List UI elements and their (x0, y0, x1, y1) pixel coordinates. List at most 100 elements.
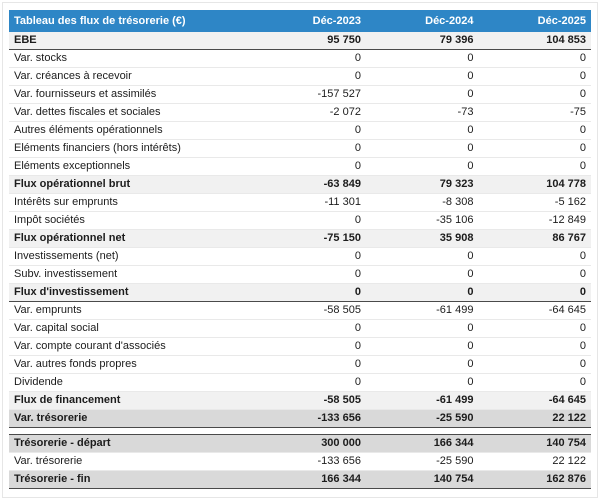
row-value: -58 505 (253, 391, 366, 410)
row-value: 0 (365, 121, 479, 140)
row-value: -35 106 (365, 211, 479, 230)
row-value: 0 (365, 247, 479, 266)
row-value: -58 505 (253, 301, 366, 320)
row-value: 0 (253, 121, 366, 140)
table-row: Intérêts sur emprunts -11 301 -8 308 -5 162 (9, 193, 591, 212)
row-value: 0 (478, 247, 591, 266)
row-value: -8 308 (365, 193, 479, 212)
row-value: 300 000 (253, 434, 366, 453)
row-label: Var. créances à recevoir (9, 67, 254, 86)
table-row: EBE 95 750 79 396 104 853 (9, 32, 591, 50)
row-value: 0 (478, 373, 591, 392)
row-value: 0 (478, 121, 591, 140)
table-row: Var. emprunts -58 505 -61 499 -64 645 (9, 301, 591, 320)
row-value: 0 (365, 67, 479, 86)
row-value: 0 (365, 355, 479, 374)
column-header-dec-2024: Déc-2024 (365, 10, 479, 32)
table-row: Subv. investissement 0 0 0 (9, 265, 591, 284)
row-value: 0 (253, 355, 366, 374)
row-value: 0 (365, 373, 479, 392)
row-label: Impôt sociétés (9, 211, 254, 230)
table-row: Var. trésorerie -133 656 -25 590 22 122 (9, 409, 591, 428)
row-value: 0 (478, 67, 591, 86)
row-label: Var. stocks (9, 49, 254, 68)
row-value: 140 754 (478, 434, 591, 453)
row-value: -5 162 (478, 193, 591, 212)
row-value: 0 (478, 49, 591, 68)
row-value: 0 (253, 373, 366, 392)
table-row: Investissements (net) 0 0 0 (9, 247, 591, 266)
row-value: 0 (253, 319, 366, 338)
row-value: 140 754 (365, 470, 479, 489)
row-value: -11 301 (253, 193, 366, 212)
row-value: 104 853 (478, 32, 591, 50)
row-label: Flux d'investissement (9, 283, 254, 302)
table-row: Var. dettes fiscales et sociales -2 072 -7… (9, 103, 591, 122)
row-label: Investissements (net) (9, 247, 254, 266)
row-label: Var. trésorerie (9, 409, 254, 428)
row-value: 0 (253, 265, 366, 284)
row-label: Intérêts sur emprunts (9, 193, 254, 212)
row-value: -133 656 (253, 452, 366, 471)
table-row: Flux de financement -58 505 -61 499 -64 645 (9, 391, 591, 410)
column-header-dec-2025: Déc-2025 (478, 10, 591, 32)
table-header-row: Tableau des flux de trésorerie (€) Déc-2… (9, 10, 591, 32)
row-value: 0 (478, 265, 591, 284)
row-value: -12 849 (478, 211, 591, 230)
table-row: Var. capital social 0 0 0 (9, 319, 591, 338)
row-value: -75 150 (253, 229, 366, 248)
table-row: Eléments financiers (hors intérêts) 0 0 0 (9, 139, 591, 158)
row-value: 0 (253, 139, 366, 158)
row-label: Flux opérationnel brut (9, 175, 254, 194)
row-value: -61 499 (365, 301, 479, 320)
row-label: Dividende (9, 373, 254, 392)
row-value: -157 527 (253, 85, 366, 104)
row-value: 0 (365, 337, 479, 356)
table-row: Var. compte courant d'associés 0 0 0 (9, 337, 591, 356)
spacer-cell (9, 427, 591, 435)
table-row: Dividende 0 0 0 (9, 373, 591, 392)
row-value: -2 072 (253, 103, 366, 122)
row-value: -133 656 (253, 409, 366, 428)
table-row: Var. créances à recevoir 0 0 0 (9, 67, 591, 86)
table-row: Var. autres fonds propres 0 0 0 (9, 355, 591, 374)
row-value: 0 (365, 283, 479, 302)
table-body: EBE 95 750 79 396 104 853 Var. stocks 0 0 0 Var.… (9, 32, 591, 489)
table-row: Trésorerie - départ 300 000 166 344 140 754 (9, 434, 591, 453)
table-row: Impôt sociétés 0 -35 106 -12 849 (9, 211, 591, 230)
row-value: 0 (478, 355, 591, 374)
row-label: Flux de financement (9, 391, 254, 410)
row-value: -73 (365, 103, 479, 122)
row-label: Flux opérationnel net (9, 229, 254, 248)
row-value: -25 590 (365, 452, 479, 471)
row-value: 0 (253, 211, 366, 230)
row-value: 0 (478, 283, 591, 302)
row-value: 0 (478, 85, 591, 104)
row-value: 0 (253, 337, 366, 356)
row-label: Eléments financiers (hors intérêts) (9, 139, 254, 158)
row-label: Eléments exceptionnels (9, 157, 254, 176)
row-label: Var. emprunts (9, 301, 254, 320)
row-value: 0 (253, 283, 366, 302)
row-value: -64 645 (478, 391, 591, 410)
row-value: -25 590 (365, 409, 479, 428)
row-value: 0 (253, 157, 366, 176)
row-label: Var. autres fonds propres (9, 355, 254, 374)
row-label: Autres éléments opérationnels (9, 121, 254, 140)
table-row: Eléments exceptionnels 0 0 0 (9, 157, 591, 176)
table-row: Var. trésorerie -133 656 -25 590 22 122 (9, 452, 591, 471)
row-value: 79 323 (365, 175, 479, 194)
row-value: 0 (478, 337, 591, 356)
row-value: 166 344 (253, 470, 366, 489)
row-value: 95 750 (253, 32, 366, 50)
table-row: Flux opérationnel brut -63 849 79 323 104 7… (9, 175, 591, 194)
row-label: EBE (9, 32, 254, 50)
row-value: 0 (253, 247, 366, 266)
spacer-row (9, 427, 591, 435)
table-row: Flux d'investissement 0 0 0 (9, 283, 591, 302)
row-label: Var. capital social (9, 319, 254, 338)
row-label: Trésorerie - fin (9, 470, 254, 489)
table-row: Autres éléments opérationnels 0 0 0 (9, 121, 591, 140)
row-value: -61 499 (365, 391, 479, 410)
row-value: 104 778 (478, 175, 591, 194)
